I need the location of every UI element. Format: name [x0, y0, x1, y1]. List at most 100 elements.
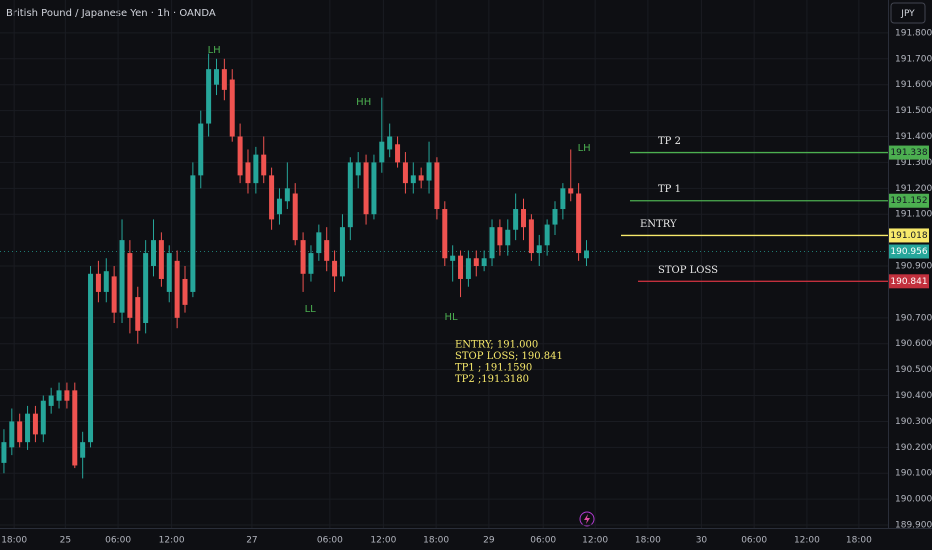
candle-body [442, 209, 448, 259]
x-tick-label: 12:00 [370, 536, 396, 546]
candle-body [410, 175, 416, 184]
candle-body [544, 224, 550, 246]
candle-body [221, 69, 227, 90]
chart-title: British Pound / Japanese Yen · 1h · OAND… [6, 8, 216, 19]
candle-body [371, 162, 377, 215]
candle-body [395, 144, 401, 163]
candle-body [206, 69, 212, 124]
x-tick-label: 06:00 [105, 536, 131, 546]
grid [0, 0, 888, 528]
x-tick-label: 18:00 [423, 536, 449, 546]
candle-body [143, 253, 149, 324]
candle-body [418, 175, 424, 181]
candle-body [40, 400, 46, 435]
y-tick-label: 190.100 [895, 469, 932, 479]
pattern-label: LH [578, 143, 591, 154]
x-tick-label: 30 [696, 536, 708, 546]
candle-body [568, 188, 574, 194]
pattern-label: HL [445, 312, 459, 323]
x-tick-label: 06:00 [741, 536, 767, 546]
level-price-box [889, 193, 929, 208]
candle-body [300, 240, 306, 274]
level-name: STOP LOSS [658, 265, 718, 276]
currency-label: JPY [900, 9, 915, 19]
y-tick-label: 190.600 [895, 339, 932, 349]
candle-body [473, 258, 479, 267]
level-name: TP 2 [658, 136, 681, 147]
last-price-box [889, 244, 929, 259]
candle-body [458, 255, 464, 279]
candle-body [245, 162, 251, 184]
level-price-box [889, 228, 929, 243]
level-price-label: 190.841 [890, 277, 927, 287]
candle-body [182, 278, 188, 305]
x-tick-label: 12:00 [794, 536, 820, 546]
level-name: TP 1 [658, 184, 681, 195]
candle-body [127, 253, 133, 318]
y-tick-label: 191.600 [895, 80, 932, 90]
candle-body [253, 154, 259, 184]
candle-body [513, 209, 519, 230]
currency-button[interactable] [890, 2, 926, 24]
x-tick-label: 12:00 [159, 536, 185, 546]
candle-body [64, 390, 70, 401]
note-line: TP2 ;191.3180 [455, 374, 529, 385]
candle-body [489, 227, 495, 259]
candle-body [316, 232, 322, 254]
candle-body [521, 209, 527, 228]
y-tick-label: 190.700 [895, 313, 932, 323]
y-tick-label: 191.400 [895, 132, 932, 142]
y-tick-label: 191.500 [895, 106, 932, 116]
y-tick-label: 191.700 [895, 54, 932, 64]
candle-body [25, 413, 31, 443]
x-tick-label: 18:00 [846, 536, 872, 546]
level-price-label: 191.018 [890, 231, 927, 241]
candle-body [213, 69, 219, 85]
x-tick-label: 06:00 [317, 536, 343, 546]
candle-body [190, 175, 196, 292]
candle-body [166, 253, 172, 292]
candle-body [56, 390, 62, 401]
note-line: ENTRY; 191.000 [455, 340, 538, 351]
level-name: ENTRY [640, 219, 677, 230]
candle-body [151, 240, 157, 267]
candle-body [536, 245, 542, 254]
candle-body [560, 188, 566, 210]
level-price-box [889, 274, 929, 289]
x-tick-label: 25 [60, 536, 71, 546]
candle-body [135, 297, 141, 331]
candle-body [434, 162, 440, 210]
candle-body [174, 260, 180, 318]
y-tick-label: 190.500 [895, 365, 932, 375]
note-line: TP1 ; 191.1590 [455, 363, 532, 374]
candle-body [583, 250, 589, 259]
x-tick-label: 12:00 [582, 536, 608, 546]
candle-body [465, 258, 471, 279]
candle-body [379, 141, 385, 163]
pattern-label: HH [356, 97, 371, 108]
candle-body [505, 229, 511, 246]
y-tick-label: 190.400 [895, 391, 932, 401]
y-tick-label: 190.000 [895, 495, 932, 505]
x-tick-label: 18:00 [1, 536, 27, 546]
icon-ring [579, 511, 595, 527]
candle-body [88, 273, 94, 443]
candle-body [9, 421, 15, 448]
lightning-icon[interactable] [579, 511, 595, 527]
pattern-label: LH [208, 45, 221, 56]
candle-body [363, 162, 369, 215]
candle-body [284, 188, 290, 202]
y-tick-label: 190.300 [895, 417, 932, 427]
level-price-label: 191.152 [890, 196, 927, 206]
candle-body [103, 271, 109, 292]
candle-body [158, 240, 164, 279]
candle-body [528, 219, 534, 254]
candle-body [497, 227, 503, 246]
candle-body [387, 136, 393, 150]
candle-body [339, 227, 345, 277]
candle-body [48, 395, 54, 406]
note-line: STOP LOSS; 190.841 [455, 351, 563, 362]
y-tick-label: 190.200 [895, 443, 932, 453]
candle-body [198, 123, 204, 176]
